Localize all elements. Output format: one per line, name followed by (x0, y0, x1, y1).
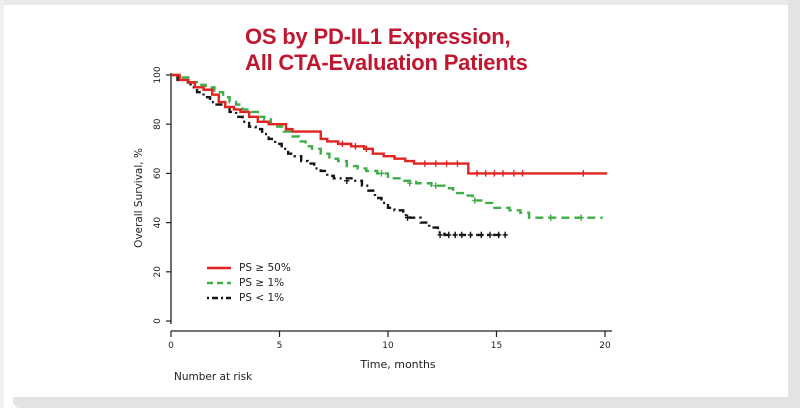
page-border-top (0, 0, 800, 5)
legend: PS ≥ 50% PS ≥ 1% PS < 1% (206, 261, 291, 304)
x-tick-label: 10 (382, 341, 394, 351)
page-border-bottom (13, 397, 800, 408)
x-axis-label: Time, months (360, 358, 436, 371)
km-curve-series-0 (171, 73, 608, 175)
censor-mark (483, 170, 489, 177)
censor-mark (433, 182, 439, 189)
y-axis-label: Overall Survival, % (133, 148, 145, 248)
legend-line-sample-solid (207, 266, 231, 269)
censor-mark (487, 231, 493, 239)
legend-item-ps-ge-50: PS ≥ 50% (206, 261, 291, 274)
page-border-left (0, 0, 4, 408)
censor-mark (352, 143, 359, 150)
censor-mark (452, 231, 458, 239)
censor-mark (548, 214, 554, 221)
legend-label-ps-ge-1: PS ≥ 1% (239, 276, 285, 289)
censor-mark (472, 197, 478, 204)
censor-mark (378, 170, 385, 177)
censor-mark (339, 140, 346, 148)
legend-label-ps-lt-1: PS < 1% (239, 291, 285, 304)
censor-mark (437, 231, 443, 239)
censor-mark (478, 231, 484, 239)
censor-mark (467, 231, 474, 239)
number-at-risk-label: Number at risk (174, 371, 253, 383)
censor-mark (344, 177, 350, 184)
x-tick-label: 15 (491, 341, 502, 351)
legend-label-ps-ge-50: PS ≥ 50% (239, 261, 291, 274)
censor-mark (422, 160, 428, 167)
chart-title-line-2: All CTA-Evaluation Patients (245, 50, 528, 75)
censor-mark (502, 231, 508, 239)
y-tick-label: 60 (153, 167, 163, 179)
chart-title-line-1: OS by PD-IL1 Expression, (245, 24, 511, 49)
censor-mark (407, 180, 413, 187)
x-tick-label: 20 (599, 341, 611, 351)
censor-mark (578, 214, 584, 221)
km-curve-series-1 (171, 73, 603, 219)
y-tick-label: 40 (153, 217, 163, 229)
censor-mark (454, 160, 461, 167)
y-tick-label: 20 (153, 266, 163, 278)
censor-mark (474, 170, 480, 177)
legend-item-ps-ge-1: PS ≥ 1% (206, 276, 291, 289)
km-curve-series-2 (171, 73, 506, 237)
page-border-right (788, 0, 800, 408)
censor-mark (580, 170, 586, 177)
censor-mark (519, 170, 526, 177)
censor-mark (404, 214, 411, 221)
censor-mark (363, 145, 369, 152)
censor-mark (496, 231, 502, 239)
x-tick-label: 5 (277, 341, 283, 351)
censor-mark (500, 170, 506, 177)
legend-line-sample-dashdot (207, 296, 231, 299)
censor-mark (491, 170, 497, 177)
censor-mark (446, 231, 452, 239)
censor-mark (443, 160, 450, 167)
y-tick-label: 0 (153, 318, 163, 324)
y-tick-label: 80 (153, 118, 163, 130)
x-tick-label: 0 (168, 341, 174, 351)
legend-item-ps-lt-1: PS < 1% (206, 291, 291, 304)
censor-mark (511, 170, 517, 177)
y-tick-label: 100 (153, 66, 163, 83)
legend-line-sample-dashed (207, 281, 231, 284)
censor-mark (433, 160, 439, 167)
censor-mark (459, 231, 465, 239)
chart-title: OS by PD-IL1 Expression, All CTA-Evaluat… (245, 24, 528, 76)
